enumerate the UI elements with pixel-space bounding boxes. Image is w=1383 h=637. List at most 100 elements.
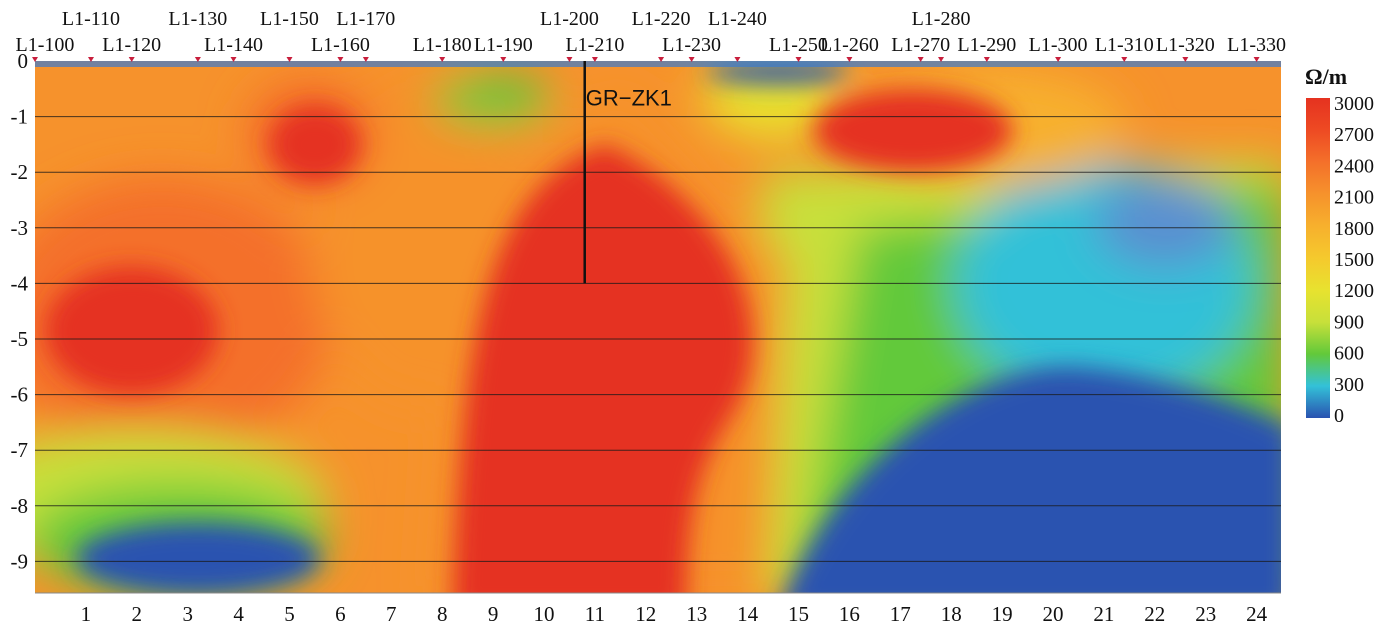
- station-label: L1-150: [260, 8, 319, 30]
- y-tick-label: -7: [11, 438, 29, 462]
- station-label: L1-160: [311, 34, 370, 56]
- station-marker: [500, 57, 507, 62]
- x-axis-ticks: 1 2 3 4 5 6 7 8 9 10 11 12 13 14 15 16 17 18 19 20 21 22 23 24: [81, 602, 1268, 626]
- x-tick-label: 20: [1043, 602, 1064, 626]
- y-tick-label: -2: [11, 160, 29, 184]
- y-tick-label: -9: [11, 549, 29, 573]
- colorbar-unit: Ω/m: [1305, 64, 1347, 89]
- x-tick-label: 23: [1195, 602, 1216, 626]
- station-marker: [87, 57, 94, 62]
- colorbar-tick-label: 1800: [1334, 218, 1374, 240]
- surface-strip: [35, 61, 1281, 67]
- colorbar-tick-label: 2700: [1334, 124, 1374, 146]
- station-label: L1-100: [16, 34, 75, 56]
- anomaly-high-west: [45, 266, 219, 395]
- x-tick-label: 3: [182, 602, 193, 626]
- x-tick-label: 13: [686, 602, 707, 626]
- x-tick-label: 18: [941, 602, 962, 626]
- station-label: L1-250: [769, 34, 828, 56]
- station-label: L1-320: [1156, 34, 1215, 56]
- zone-shallow-green: [433, 74, 554, 125]
- x-tick-label: 9: [488, 602, 499, 626]
- station-marker: [983, 57, 990, 62]
- y-tick-label: -1: [11, 105, 29, 129]
- x-tick-label: 14: [737, 602, 759, 626]
- borehole-gr-zk1: GR−ZK1: [583, 61, 672, 284]
- colorbar-tick-label: 600: [1334, 343, 1364, 365]
- station-marker: [337, 57, 344, 62]
- station-marker: [194, 57, 201, 62]
- y-tick-label: -6: [11, 383, 29, 407]
- station-label: L1-140: [204, 34, 263, 56]
- x-tick-label: 24: [1246, 602, 1268, 626]
- colorbar-tick-label: 3000: [1334, 93, 1374, 115]
- station-marker: [128, 57, 135, 62]
- y-axis-ticks: 0 -1 -2 -3 -4 -5 -6 -7 -8 -9: [11, 49, 29, 573]
- station-label: L1-220: [632, 8, 691, 30]
- station-marker: [230, 57, 237, 62]
- station-label: L1-190: [474, 34, 533, 56]
- station-marker: [1121, 57, 1128, 62]
- colorbar-tick-label: 2400: [1334, 155, 1374, 177]
- station-label: L1-260: [820, 34, 879, 56]
- x-tick-label: 7: [386, 602, 397, 626]
- x-tick-label: 2: [132, 602, 143, 626]
- station-marker: [32, 57, 38, 62]
- resistivity-field: [35, 61, 1281, 593]
- station-marker: [591, 57, 598, 62]
- station-marker: [1182, 57, 1189, 62]
- x-tick-label: 15: [788, 602, 809, 626]
- x-tick-label: 22: [1144, 602, 1165, 626]
- x-tick-label: 21: [1093, 602, 1114, 626]
- station-label: L1-300: [1029, 34, 1088, 56]
- station-label: L1-130: [168, 8, 227, 30]
- station-label: L1-330: [1227, 34, 1286, 56]
- field-core-layer: [45, 61, 1281, 593]
- colorbar-tick-label: 300: [1334, 374, 1364, 396]
- station-label: L1-310: [1095, 34, 1154, 56]
- station-marker: [688, 57, 695, 62]
- station-marker: [795, 57, 802, 62]
- station-label: L1-180: [413, 34, 472, 56]
- y-tick-label: -8: [11, 494, 29, 518]
- colorbar-tick-label: 2100: [1334, 187, 1374, 209]
- colorbar-tick-label: 0: [1334, 405, 1344, 427]
- y-tick-label: -3: [11, 216, 29, 240]
- station-marker: [734, 57, 741, 62]
- borehole-label: GR−ZK1: [586, 85, 672, 110]
- anomaly-low-southwest: [75, 522, 321, 593]
- y-tick-label: -4: [11, 271, 29, 295]
- colorbar: Ω/m3000270024002100180015001200900600300…: [1305, 64, 1374, 427]
- plot-area: [35, 61, 1281, 593]
- colorbar-gradient: [1306, 98, 1330, 418]
- station-marker: [917, 57, 924, 62]
- x-tick-label: 16: [839, 602, 860, 626]
- colorbar-tick-label: 900: [1334, 311, 1364, 333]
- x-tick-label: 4: [233, 602, 244, 626]
- station-marker: [846, 57, 853, 62]
- x-tick-label: 11: [585, 602, 605, 626]
- x-tick-label: 6: [335, 602, 346, 626]
- station-label: L1-280: [912, 8, 971, 30]
- x-tick-label: 8: [437, 602, 448, 626]
- colorbar-tick-label: 1500: [1334, 249, 1374, 271]
- x-tick-label: 1: [81, 602, 92, 626]
- anomaly-high-L1-270: [813, 88, 1013, 173]
- anomaly-high-L1-150: [269, 105, 361, 184]
- station-label: L1-210: [565, 34, 624, 56]
- station-marker: [566, 57, 573, 62]
- station-marker: [1253, 57, 1260, 62]
- station-marker: [658, 57, 665, 62]
- y-tick-label: 0: [18, 49, 29, 73]
- station-marker: [938, 57, 945, 62]
- depth-gridlines: [35, 116, 1281, 594]
- x-tick-label: 12: [635, 602, 656, 626]
- station-marker: [439, 57, 446, 62]
- station-marker: [286, 57, 293, 62]
- x-tick-label: 10: [534, 602, 555, 626]
- station-labels: L1-100 L1-110 L1-120 L1-130 L1-140 L1-150 L1-1…: [16, 8, 1286, 62]
- station-marker: [362, 57, 369, 62]
- station-label: L1-290: [957, 34, 1016, 56]
- anomaly-low-east: [786, 366, 1281, 593]
